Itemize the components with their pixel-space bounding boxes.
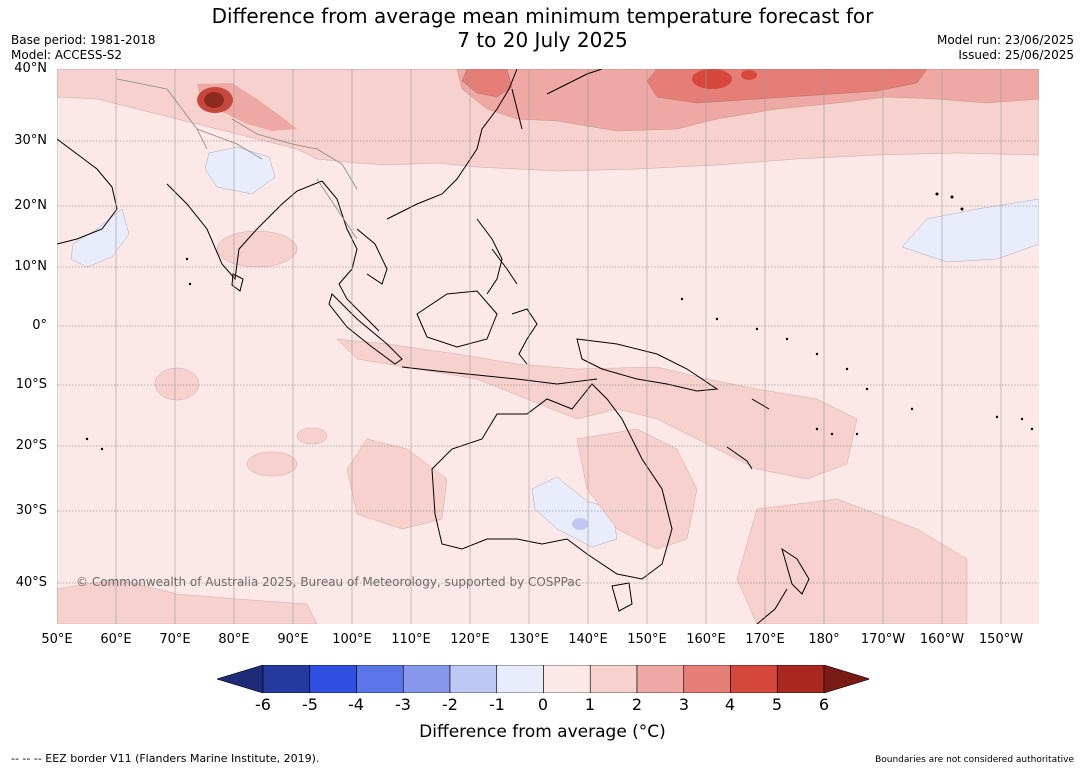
longitude-gridlines <box>57 69 1002 624</box>
lon-label-160w: 160°W <box>919 632 965 647</box>
lon-label-110e: 110°E <box>391 632 431 647</box>
lon-label-120e: 120°E <box>450 632 490 647</box>
issued-date: Issued: 25/06/2025 <box>958 48 1074 62</box>
colorbar-segment <box>449 665 498 693</box>
lon-label-80e: 80°E <box>218 632 250 647</box>
colorbar-segment <box>356 665 404 693</box>
colorbar-segment <box>683 665 731 693</box>
lon-label-170w: 170°W <box>860 632 906 647</box>
anomaly-region-south-indian <box>346 438 448 530</box>
colorbar-tick: 5 <box>771 695 783 714</box>
anomaly-region-southwest <box>57 578 318 624</box>
meta-left: Base period: 1981-2018 Model: ACCESS-S2 <box>11 33 156 63</box>
anomaly-region-arabian-negative <box>70 208 130 268</box>
lat-label-30s: 30°S <box>15 503 47 518</box>
lon-label-180: 180° <box>808 632 840 647</box>
lon-label-130e: 130°E <box>509 632 549 647</box>
lon-label-170e: 170°E <box>745 632 785 647</box>
model-run: Model run: 23/06/2025 <box>936 33 1074 47</box>
lat-label-10n: 10°N <box>14 259 47 274</box>
colorbar-tick: 2 <box>631 695 643 714</box>
lon-label-150e: 150°E <box>627 632 667 647</box>
lat-label-40n: 40°N <box>14 61 47 76</box>
colorbar-tick: 4 <box>724 695 736 714</box>
colorbar-tick: -3 <box>395 695 411 714</box>
anomaly-core-australia-negative <box>572 518 588 530</box>
colorbar-tick: 1 <box>584 695 596 714</box>
title-line-2: 7 to 20 July 2025 <box>457 28 628 52</box>
colorbar-tick: 6 <box>818 695 830 714</box>
lat-label-20n: 20°N <box>14 198 47 213</box>
colorbar-tick: -4 <box>348 695 364 714</box>
lon-label-140e: 140°E <box>568 632 608 647</box>
lon-label-160e: 160°E <box>686 632 726 647</box>
colorbar-segment <box>262 665 311 693</box>
anomaly-region-coral-sea <box>576 428 698 550</box>
lon-label-50e: 50°E <box>41 632 73 647</box>
anomaly-region-india-negative <box>204 146 276 195</box>
colorbar-tick: 3 <box>678 695 690 714</box>
meta-right: Model run: 23/06/2025 Issued: 25/06/2025 <box>937 33 1074 63</box>
boundary-disclaimer: Boundaries are not considered authoritat… <box>875 755 1074 765</box>
colorbar-tick: -6 <box>255 695 271 714</box>
colorbar-tick: -5 <box>302 695 318 714</box>
anomaly-patch-2 <box>246 451 298 477</box>
eez-border-note: -- -- -- EEZ border V11 (Flanders Marine… <box>11 752 320 765</box>
colorbar <box>217 665 869 693</box>
lon-label-60e: 60°E <box>100 632 132 647</box>
anomaly-region-australia-negative <box>531 476 618 548</box>
anomaly-core-4to5-small <box>741 70 757 80</box>
colorbar-tick: -1 <box>489 695 505 714</box>
colorbar-segment <box>543 665 591 693</box>
colorbar-segment <box>496 665 544 693</box>
lat-label-0: 0° <box>32 318 47 333</box>
anomaly-patch-3 <box>296 427 328 445</box>
forecast-map <box>57 69 1039 624</box>
copyright-notice: © Commonwealth of Australia 2025, Bureau… <box>76 575 582 589</box>
lon-label-70e: 70°E <box>159 632 191 647</box>
lat-label-10s: 10°S <box>15 377 47 392</box>
colorbar-tick: 0 <box>537 695 549 714</box>
colorbar-over-arrow <box>823 665 869 693</box>
anomaly-region-pacific-negative <box>901 198 1039 263</box>
anomaly-patch-4 <box>216 230 298 268</box>
colorbar-segment <box>402 665 451 693</box>
country-borders <box>116 78 358 240</box>
colorbar-segment <box>309 665 357 693</box>
anomaly-core-tibet-max <box>204 92 224 108</box>
lon-label-90e: 90°E <box>277 632 309 647</box>
colorbar-under-arrow <box>217 665 264 693</box>
colorbar-segment <box>730 665 778 693</box>
lon-label-100e: 100°E <box>332 632 372 647</box>
colorbar-segment <box>776 665 825 693</box>
anomaly-region-3to4-east-asia <box>461 69 513 98</box>
map-title: Difference from average mean minimum tem… <box>0 4 1085 52</box>
anomaly-patch-1 <box>154 367 200 401</box>
lat-label-20s: 20°S <box>15 438 47 453</box>
colorbar-title: Difference from average (°C) <box>419 722 666 742</box>
anomaly-region-tasman <box>736 498 968 624</box>
model-name: Model: ACCESS-S2 <box>11 48 123 62</box>
title-line-1: Difference from average mean minimum tem… <box>211 4 874 28</box>
colorbar-segment <box>636 665 685 693</box>
lon-label-150w: 150°W <box>978 632 1024 647</box>
colorbar-segment <box>589 665 638 693</box>
island-dots <box>85 192 1034 451</box>
anomaly-core-4to5 <box>692 69 732 89</box>
lat-label-40s: 40°S <box>15 575 47 590</box>
base-period: Base period: 1981-2018 <box>11 33 156 47</box>
colorbar-tick: -2 <box>442 695 458 714</box>
lat-label-30n: 30°N <box>14 133 47 148</box>
